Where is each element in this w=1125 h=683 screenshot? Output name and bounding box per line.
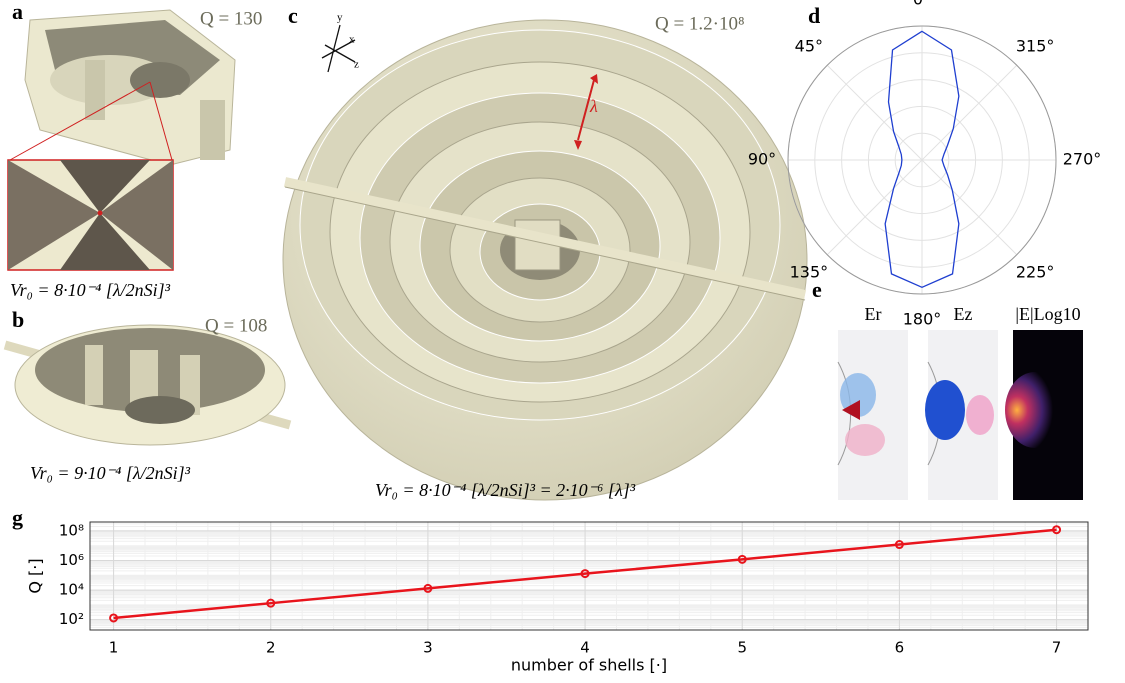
angle-label: 90°	[748, 150, 776, 169]
y-tick-label: 10²	[59, 610, 84, 628]
angle-label: 180°	[903, 310, 942, 329]
figure: abcdegQ = 130Q = 108Q = 1.2·10⁸Vr₀ = 8·1…	[0, 0, 1125, 683]
mode-volume: Vr₀ = 9·10⁻⁴ [λ/2nSi]³	[30, 463, 191, 483]
wavelength-label: λ	[589, 96, 598, 116]
map-title: Er	[865, 304, 882, 324]
y-tick-label: 10⁴	[59, 581, 84, 599]
axis-label: x	[349, 34, 355, 46]
polar-spoke	[827, 160, 922, 255]
map-title: |E|Log10	[1015, 304, 1080, 324]
y-tick-label: 10⁸	[59, 521, 84, 539]
panel-label: a	[12, 0, 23, 24]
axis-label: z	[354, 59, 359, 71]
y-axis-title: Q [·]	[26, 558, 45, 593]
panel-label: c	[288, 3, 298, 28]
q-factor: Q = 108	[205, 315, 267, 336]
panel-a-render	[8, 10, 235, 270]
q-factor: Q = 1.2·10⁸	[655, 13, 745, 34]
map-title: Ez	[954, 304, 973, 324]
panel-label: g	[12, 505, 23, 530]
x-tick-label: 4	[580, 639, 590, 657]
x-tick-label: 5	[737, 639, 747, 657]
y-tick-label: 10⁶	[59, 551, 84, 569]
panel-c-render	[283, 20, 807, 500]
x-tick-label: 3	[423, 639, 433, 657]
angle-label: 135°	[790, 263, 829, 282]
panel-label: b	[12, 307, 24, 332]
panel-label: d	[808, 3, 820, 28]
panel-e-maps	[838, 330, 1083, 500]
angle-label: 45°	[795, 36, 823, 55]
x-tick-label: 2	[266, 639, 276, 657]
x-tick-label: 7	[1052, 639, 1062, 657]
polar-spoke	[922, 65, 1017, 160]
x-tick-label: 6	[895, 639, 905, 657]
mode-volume: Vr₀ = 8·10⁻⁴ [λ/2nSi]³ = 2·10⁻⁶ [λ]³	[375, 480, 636, 500]
polar-spoke	[922, 160, 1017, 255]
angle-label: 270°	[1063, 150, 1102, 169]
x-axis-title: number of shells [·]	[511, 656, 667, 675]
x-tick-label: 1	[109, 639, 119, 657]
panel-b-render	[5, 325, 290, 445]
angle-label: 225°	[1016, 263, 1055, 282]
mode-volume: Vr₀ = 8·10⁻⁴ [λ/2nSi]³	[10, 280, 171, 300]
q-factor: Q = 130	[200, 8, 262, 29]
axis-label: y	[337, 12, 343, 24]
angle-label: 315°	[1016, 36, 1055, 55]
angle-label: 0°	[913, 0, 931, 9]
polar-spoke	[827, 65, 922, 160]
